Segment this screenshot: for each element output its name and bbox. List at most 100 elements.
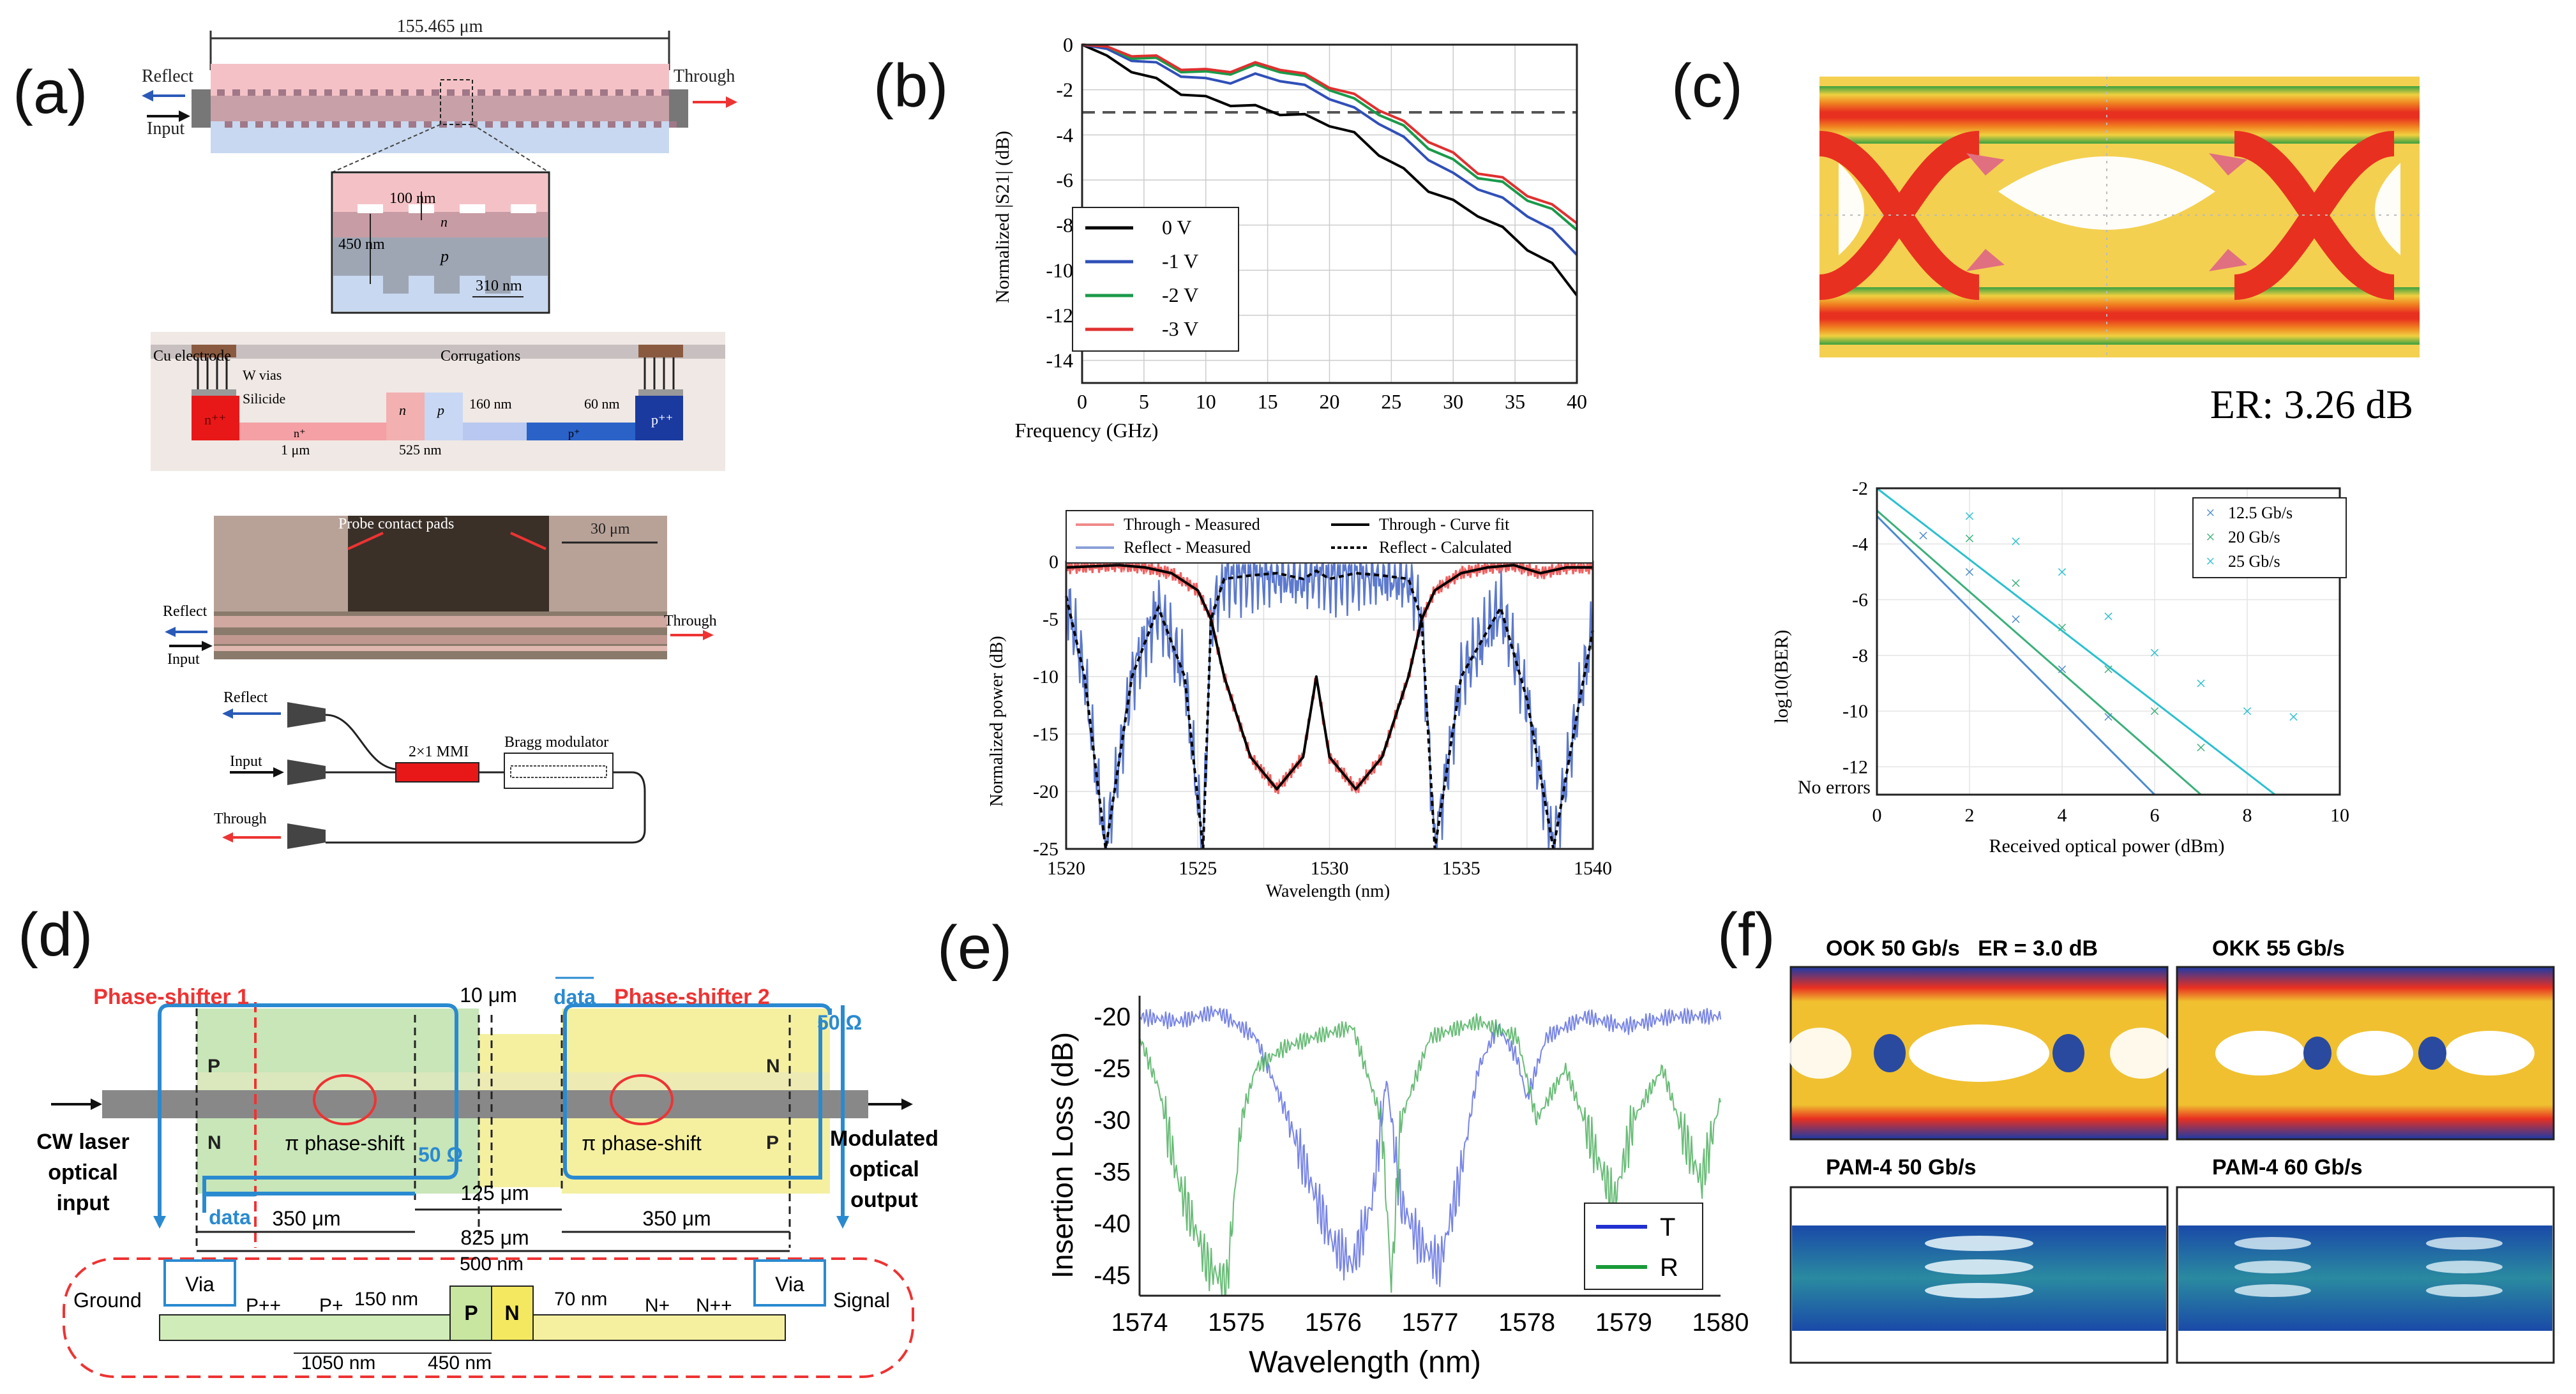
data-point-25Gbs: × xyxy=(2288,707,2299,728)
probe-pads-label: Probe contact pads xyxy=(338,516,454,532)
d150-sec: 150 nm xyxy=(354,1289,418,1310)
pp-sec: P+ xyxy=(319,1295,343,1316)
svg-text:×: × xyxy=(2206,552,2215,571)
scale-30um: 30 μm xyxy=(591,521,630,537)
series-line--1V xyxy=(1081,43,1578,256)
dim-125: 125 μm xyxy=(460,1181,529,1204)
data-point-125Gbs: × xyxy=(2103,707,2114,728)
ytick-label: -10 xyxy=(1842,701,1868,722)
xtick-label: 25 xyxy=(1381,390,1401,413)
legend-reflect-calc: Reflect - Calculated xyxy=(1379,538,1512,557)
xtick-label: 0 xyxy=(1872,805,1882,826)
series-T xyxy=(1139,1005,1721,1287)
xtick-label: 15 xyxy=(1258,390,1278,413)
ytick-label: -8 xyxy=(1852,645,1868,666)
mod-optical: optical xyxy=(849,1157,919,1181)
xlabel-c-ber: Received optical power (dBm) xyxy=(1989,836,2224,857)
ytick-label: -15 xyxy=(1033,724,1058,745)
ytick-label: -20 xyxy=(1033,781,1058,802)
fit-line xyxy=(1876,487,2276,796)
cw-input: input xyxy=(56,1191,109,1215)
xtick-label: 1540 xyxy=(1574,858,1612,879)
phase-shifter-1: Phase-shifter 1 xyxy=(93,985,249,1009)
data-point-20Gbs: × xyxy=(2150,701,2160,722)
pplus-label: p⁺ xyxy=(568,427,580,440)
ytick-label: -25 xyxy=(1033,839,1058,860)
er-annotation: ER: 3.26 dB xyxy=(2210,382,2413,427)
ytick-label: -2 xyxy=(1056,79,1073,101)
w-vias: W vias xyxy=(243,367,282,383)
ppp-label: p⁺⁺ xyxy=(651,412,673,428)
via-1: Via xyxy=(185,1273,215,1296)
legend-0v: 0 V xyxy=(1162,216,1192,239)
through-label-2: Through xyxy=(664,613,717,629)
legend-20g: 20 Gb/s xyxy=(2228,528,2280,546)
xtick-label: 1576 xyxy=(1305,1308,1362,1337)
xtick-label: 20 xyxy=(1320,390,1340,413)
plot-frame xyxy=(1876,487,2341,796)
xtick-label: 1579 xyxy=(1595,1308,1652,1337)
reflect-label-2: Reflect xyxy=(163,603,207,620)
svg-text:×: × xyxy=(2206,528,2215,546)
data-point-25Gbs: × xyxy=(2196,673,2206,694)
input-label-3: Input xyxy=(230,753,262,770)
f-title-4: PAM-4 60 Gb/s xyxy=(2212,1155,2363,1180)
ytick-label: -25 xyxy=(1094,1054,1131,1083)
panel-label-b: (b) xyxy=(873,52,949,120)
p-label: p xyxy=(436,402,444,418)
xtick-label: 1574 xyxy=(1111,1308,1168,1337)
ytick-label: -2 xyxy=(1852,478,1868,499)
fit-line xyxy=(1876,515,2156,796)
inset-p: p xyxy=(439,247,449,266)
phase-shifter-2: Phase-shifter 2 xyxy=(614,985,770,1009)
ytick-label: -4 xyxy=(1056,123,1073,146)
ohm50-top: 50 Ω xyxy=(817,1011,862,1034)
input-label-1: Input xyxy=(147,119,185,139)
xlabel-b-bottom: Wavelength (nm) xyxy=(1266,881,1390,901)
n-label: n xyxy=(399,402,406,418)
ground-label: Ground xyxy=(73,1289,142,1312)
reflect-calculated xyxy=(1065,569,1594,850)
xtick-label: 1530 xyxy=(1311,858,1349,879)
legend-b-top: 0 V -1 V -2 V -3 V xyxy=(1072,207,1239,352)
series-R xyxy=(1139,1013,1721,1296)
xtick-label: 35 xyxy=(1505,390,1525,413)
n-left: N xyxy=(207,1132,222,1153)
through-label-3: Through xyxy=(214,811,267,827)
xtick-label: 0 xyxy=(1077,390,1087,413)
p-left: P xyxy=(207,1056,220,1077)
d70-sec: 70 nm xyxy=(554,1289,607,1310)
ytick-label: -5 xyxy=(1043,609,1058,630)
ytick-label: 0 xyxy=(1049,551,1058,573)
data-point-20Gbs: × xyxy=(2010,573,2021,594)
reflect-measured xyxy=(1065,562,1594,850)
xtick-label: 10 xyxy=(2330,805,2349,826)
legend-25g: 25 Gb/s xyxy=(2228,552,2280,571)
ytick-label: -12 xyxy=(1842,756,1868,777)
fit-line xyxy=(1876,509,2202,796)
ytick-label: -35 xyxy=(1094,1158,1131,1187)
ytick-label: -12 xyxy=(1046,304,1073,327)
svg-text:×: × xyxy=(2206,504,2215,522)
data-point-125Gbs: × xyxy=(2010,609,2021,630)
xtick-label: 8 xyxy=(2243,805,2252,826)
data-point-20Gbs: × xyxy=(2057,617,2068,638)
through-fit xyxy=(1066,564,1593,791)
ylabel-b-top: Normalized |S21| (dB) xyxy=(992,131,1013,303)
dim-825: 825 μm xyxy=(460,1226,529,1249)
circuit-schematic: Reflect Input Through 2×1 MMI Bragg modu… xyxy=(214,689,646,849)
xtick-label: 1577 xyxy=(1402,1308,1459,1337)
legend-2v: -2 V xyxy=(1162,283,1198,306)
ten-um-label: 10 μm xyxy=(460,984,517,1007)
data-point-125Gbs: × xyxy=(2057,659,2068,680)
data-point-25Gbs: × xyxy=(2057,562,2068,583)
legend-12g: 12.5 Gb/s xyxy=(2228,504,2293,522)
series-line-0V xyxy=(1081,43,1578,297)
